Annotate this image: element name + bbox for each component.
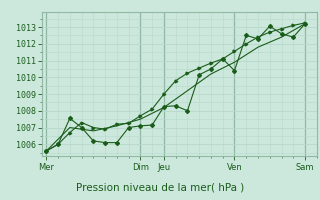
Text: Pression niveau de la mer( hPa ): Pression niveau de la mer( hPa ) xyxy=(76,182,244,192)
